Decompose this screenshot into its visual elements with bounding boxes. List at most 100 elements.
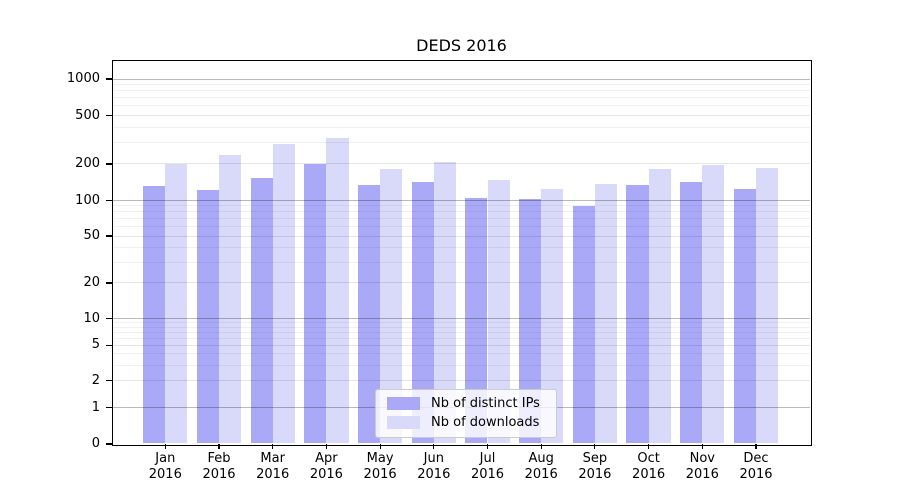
- bar-distinct-ips: [143, 185, 166, 444]
- x-tick-mark: [540, 444, 542, 449]
- x-tick-mark: [164, 444, 166, 449]
- y-tick-label: 0: [91, 436, 100, 451]
- bar-distinct-ips: [519, 199, 542, 444]
- x-tick-mark: [325, 444, 327, 449]
- gridline: [113, 226, 810, 228]
- x-tick-month: Feb: [207, 451, 231, 466]
- bar-downloads: [756, 167, 779, 444]
- legend-swatch-downloads: [387, 416, 420, 429]
- x-tick-year: 2016: [739, 467, 773, 482]
- gridline: [113, 84, 810, 86]
- bar-distinct-ips: [411, 181, 434, 444]
- x-tick-mark: [272, 444, 274, 449]
- x-tick-year: 2016: [202, 467, 236, 482]
- x-tick-year: 2016: [417, 467, 451, 482]
- x-tick-year: 2016: [470, 467, 505, 482]
- gridline: [113, 282, 810, 284]
- x-tick-year: 2016: [309, 467, 343, 482]
- x-tick-mark: [755, 444, 757, 449]
- gridline: [113, 211, 810, 213]
- x-tick-year: 2016: [148, 467, 182, 482]
- x-tick-year: 2016: [632, 467, 666, 482]
- gridline: [113, 235, 810, 237]
- gridline: [113, 90, 810, 92]
- y-tick-label: 50: [83, 228, 100, 244]
- x-tick-mark: [379, 444, 381, 449]
- x-tick-month: Dec: [743, 451, 769, 466]
- bar-downloads: [433, 162, 456, 444]
- bar-downloads: [165, 163, 188, 444]
- y-tick-mark: [105, 199, 113, 202]
- y-tick-mark: [105, 163, 113, 165]
- x-tick-label: Dec 2016: [724, 451, 788, 483]
- x-tick-label: Nov 2016: [670, 451, 734, 483]
- gridline: [113, 205, 810, 207]
- x-tick-label: Jun 2016: [402, 451, 466, 483]
- x-tick-month: Oct: [637, 451, 660, 466]
- x-tick-label: May 2016: [348, 451, 412, 483]
- bar-downloads: [487, 180, 510, 444]
- y-tick-label: 1000: [66, 71, 100, 86]
- gridline: [113, 318, 810, 319]
- x-tick-month: Jun: [423, 451, 444, 466]
- x-tick-month: Mar: [260, 451, 285, 466]
- gridline: [113, 218, 810, 220]
- gridline: [113, 163, 810, 165]
- x-tick-mark: [218, 444, 220, 449]
- gridline: [113, 331, 810, 333]
- legend-item-downloads: Nb of downloads: [387, 415, 545, 430]
- x-tick-label: Jul 2016: [456, 451, 520, 483]
- y-tick-label: 20: [83, 274, 100, 290]
- chart-title: DEDS 2016: [416, 36, 507, 55]
- gridline: [113, 344, 810, 346]
- gridline: [113, 326, 810, 328]
- gridline: [113, 115, 810, 117]
- bar-distinct-ips: [304, 163, 327, 444]
- bar-distinct-ips: [250, 177, 273, 444]
- x-tick-label: Sep 2016: [563, 451, 627, 483]
- y-tick-mark: [105, 78, 113, 80]
- x-tick-month: Sep: [582, 451, 608, 466]
- legend-item-distinct-ips: Nb of distinct IPs: [387, 396, 545, 411]
- gridline: [113, 246, 810, 248]
- bar-downloads: [219, 155, 242, 444]
- y-tick-label: 2: [91, 372, 100, 388]
- gridline: [113, 364, 810, 366]
- gridline: [113, 126, 810, 128]
- x-tick-mark: [648, 444, 650, 449]
- x-tick-month: Nov: [689, 451, 715, 466]
- x-tick-label: Apr 2016: [294, 451, 358, 483]
- x-tick-month: May: [366, 451, 394, 466]
- x-tick-mark: [594, 444, 596, 449]
- legend: Nb of distinct IPs Nb of downloads: [375, 389, 557, 438]
- x-tick-year: 2016: [363, 467, 397, 482]
- y-tick-mark: [105, 235, 113, 237]
- y-tick-mark: [105, 114, 113, 117]
- y-tick-label: 10: [83, 310, 100, 326]
- x-tick-label: Mar 2016: [241, 451, 305, 483]
- x-tick-mark: [433, 444, 435, 449]
- gridline: [113, 380, 810, 382]
- gridline: [113, 142, 810, 144]
- x-tick-month: Jul: [479, 451, 496, 466]
- x-tick-month: Jan: [155, 451, 176, 466]
- gridline: [113, 322, 810, 324]
- x-tick-mark: [701, 444, 703, 449]
- bar-distinct-ips: [733, 189, 756, 444]
- x-tick-label: Oct 2016: [617, 451, 681, 483]
- x-tick-month: Aug: [528, 451, 554, 466]
- y-tick-mark: [105, 380, 113, 382]
- gridline: [113, 105, 810, 107]
- bar-downloads: [541, 189, 564, 444]
- bar-distinct-ips: [196, 190, 219, 444]
- gridline: [113, 261, 810, 263]
- y-tick-label: 1: [91, 399, 100, 415]
- y-tick-mark: [105, 282, 113, 284]
- bar-distinct-ips: [680, 182, 703, 444]
- x-tick-label: Jan 2016: [133, 451, 197, 483]
- y-tick-label: 200: [75, 155, 100, 171]
- y-tick-label: 500: [75, 107, 100, 123]
- x-tick-year: 2016: [256, 467, 290, 482]
- bar-downloads: [594, 184, 618, 444]
